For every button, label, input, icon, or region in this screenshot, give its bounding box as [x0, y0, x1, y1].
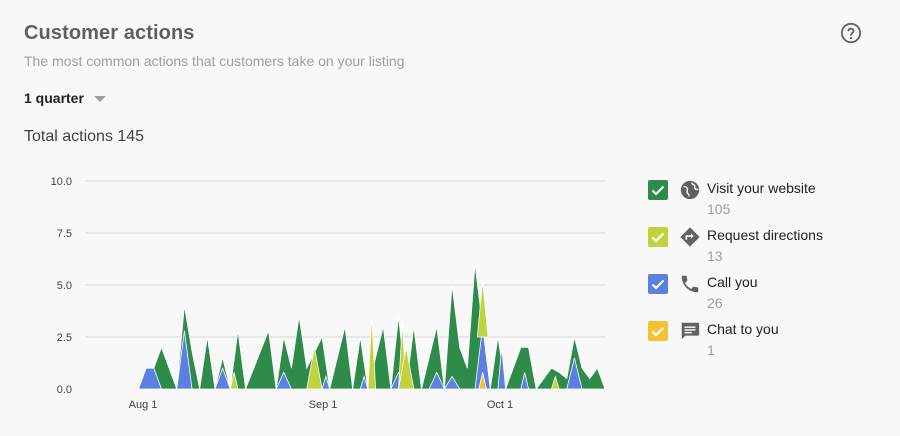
y-tick-label: 0.0 — [57, 384, 72, 396]
legend-count: 13 — [707, 248, 723, 264]
legend-label: Request directions — [707, 227, 823, 243]
area-website — [85, 264, 606, 391]
area-overlay-spike — [566, 357, 583, 390]
area-overlay-spike — [306, 347, 323, 390]
directions-icon — [679, 226, 701, 248]
chat-checkbox[interactable] — [648, 321, 668, 341]
area-overlay-spike — [497, 347, 507, 390]
help-circle-icon[interactable] — [840, 22, 862, 44]
chart-legend: Visit your website 105 Request direction… — [648, 178, 888, 366]
area-overlay-spike — [476, 280, 489, 338]
website-checkbox[interactable] — [648, 180, 668, 200]
legend-label: Chat to you — [707, 321, 779, 337]
period-dropdown[interactable]: 1 quarter — [24, 90, 106, 106]
legend-count: 26 — [707, 295, 723, 311]
legend-count: 105 — [707, 201, 731, 217]
area-overlay-spike — [229, 372, 239, 390]
area-overlay-spike — [428, 371, 446, 390]
y-axis-ticks: 10.0 7.5 5.0 2.5 0.0 — [51, 176, 72, 396]
actions-chart: 10.0 7.5 5.0 2.5 0.0 Aug 1 Sep 1 Oct 1 — [51, 176, 606, 411]
chat-icon — [679, 320, 701, 342]
area-overlay-spike — [137, 367, 163, 390]
legend-item-call: Call you 26 — [648, 272, 888, 319]
area-overlay-spike — [321, 375, 331, 390]
area-overlay-spike — [520, 372, 530, 390]
card-title: Customer actions — [24, 22, 195, 44]
directions-checkbox[interactable] — [648, 227, 668, 247]
y-tick-label: 2.5 — [57, 332, 72, 344]
legend-item-chat: Chat to you 1 — [648, 319, 888, 366]
period-selected-value: 1 quarter — [24, 90, 84, 106]
area-overlay-spike — [478, 372, 487, 390]
legend-label: Visit your website — [707, 180, 816, 196]
card-subtitle: The most common actions that customers t… — [24, 53, 405, 69]
area-overlay-spike — [367, 316, 377, 390]
x-tick-label: Oct 1 — [487, 399, 513, 411]
area-overlay-spike — [398, 347, 415, 390]
legend-label: Call you — [707, 274, 758, 290]
y-tick-label: 5.0 — [57, 280, 72, 292]
legend-item-directions: Request directions 13 — [648, 225, 888, 272]
x-tick-label: Sep 1 — [309, 399, 338, 411]
area-overlay-spike — [550, 375, 560, 390]
area-overlay-spike — [214, 367, 231, 390]
area-overlay-spike — [359, 375, 369, 390]
dropdown-caret-icon — [93, 95, 106, 102]
area-overlay-spike — [443, 375, 461, 390]
y-tick-label: 7.5 — [57, 228, 72, 240]
chart-areas — [85, 264, 606, 391]
call-checkbox[interactable] — [648, 274, 668, 294]
total-actions: Total actions 145 — [24, 128, 145, 145]
phone-icon — [679, 273, 701, 295]
globe-icon — [679, 179, 701, 201]
x-tick-label: Aug 1 — [129, 399, 158, 411]
y-tick-label: 10.0 — [51, 176, 72, 188]
legend-count: 1 — [707, 342, 715, 358]
legend-item-website: Visit your website 105 — [648, 178, 888, 225]
area-overlay-spike — [176, 330, 193, 390]
area-overlay-spike — [275, 371, 293, 390]
x-axis-ticks: Aug 1 Sep 1 Oct 1 — [129, 399, 514, 411]
